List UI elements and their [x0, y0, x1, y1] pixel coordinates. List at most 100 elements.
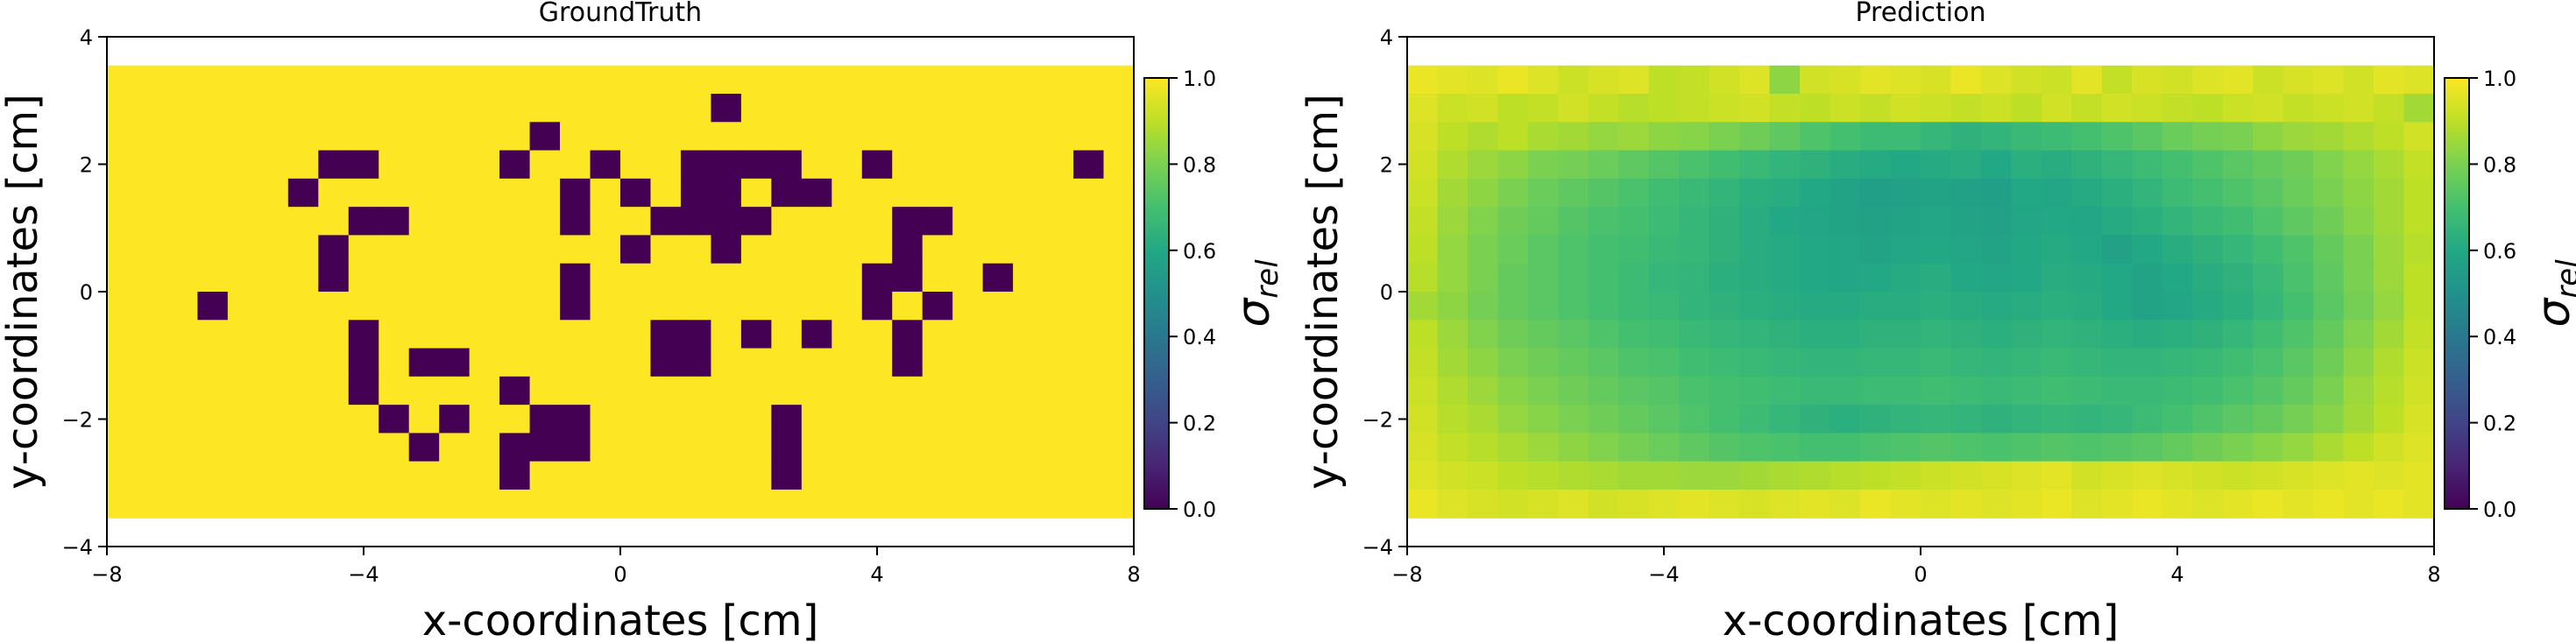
- heatmap-cell: [2101, 320, 2133, 349]
- heatmap-cell: [529, 348, 561, 377]
- heatmap-cell: [560, 348, 591, 377]
- heatmap-cell: [590, 376, 621, 406]
- heatmap-cell: [1860, 405, 1892, 434]
- heatmap-cell: [1679, 348, 1710, 377]
- heatmap-cell: [1527, 461, 1559, 490]
- heatmap-cell: [1103, 94, 1135, 123]
- heatmap-cell: [620, 150, 652, 180]
- heatmap-cell: [1890, 489, 1921, 519]
- heatmap-cell: [1800, 405, 1831, 434]
- heatmap-cell: [1829, 320, 1861, 349]
- heatmap-cell: [1921, 94, 1952, 123]
- heatmap-cell: [2343, 150, 2374, 180]
- heatmap-cell: [892, 122, 924, 152]
- heatmap-cell: [982, 94, 1014, 123]
- heatmap-cell: [2403, 207, 2435, 236]
- heatmap-cell: [861, 122, 893, 152]
- heatmap-cell: [711, 405, 742, 434]
- heatmap-cell: [1013, 461, 1044, 490]
- heatmap-cell: [2041, 235, 2072, 265]
- heatmap-cell: [2222, 122, 2254, 152]
- heatmap-cell: [771, 405, 803, 434]
- heatmap-cell: [2132, 235, 2163, 265]
- colorbar-tick-label: 1.0: [2483, 67, 2516, 91]
- heatmap-cell: [227, 235, 258, 265]
- heatmap-cell: [2162, 150, 2193, 180]
- heatmap-cell: [1043, 150, 1074, 180]
- heatmap-cell: [590, 235, 621, 265]
- heatmap-cell: [1800, 207, 1831, 236]
- heatmap-cell: [408, 207, 440, 236]
- heatmap-cell: [2343, 405, 2374, 434]
- heatmap-cell: [1558, 376, 1589, 406]
- heatmap-cell: [1709, 150, 1740, 180]
- heatmap-cell: [922, 348, 953, 377]
- heatmap-cell: [318, 405, 350, 434]
- heatmap-cell: [1558, 235, 1589, 265]
- heatmap-cell: [2071, 94, 2103, 123]
- heatmap-cell: [1739, 150, 1771, 180]
- heatmap-cell: [1950, 207, 1982, 236]
- heatmap-cell: [982, 433, 1014, 462]
- heatmap-cell: [590, 348, 621, 377]
- heatmap-cell: [197, 461, 229, 490]
- heatmap-cell: [1073, 150, 1105, 180]
- heatmap-cell: [771, 207, 803, 236]
- heatmap-cell: [2101, 65, 2133, 95]
- heatmap-cell: [227, 433, 258, 462]
- heatmap-cell: [1437, 348, 1468, 377]
- heatmap-cell: [711, 94, 742, 123]
- heatmap-cell: [2192, 65, 2224, 95]
- heatmap-cell: [1921, 235, 1952, 265]
- heatmap-cell: [801, 207, 832, 236]
- heatmap-cell: [1103, 405, 1135, 434]
- heatmap-cell: [2282, 122, 2314, 152]
- heatmap-cell: [439, 376, 471, 406]
- x-tick-label: 8: [1127, 562, 1140, 587]
- heatmap-cell: [1618, 263, 1650, 293]
- heatmap-cell: [982, 376, 1014, 406]
- heatmap-cell: [2162, 433, 2193, 462]
- y-axis-ticks: −4 −2 0 2 4: [1362, 25, 1407, 560]
- heatmap-cell: [832, 461, 863, 490]
- heatmap-cell: [197, 348, 229, 377]
- heatmap-cell: [258, 94, 289, 123]
- heatmap-cell: [1980, 263, 2013, 293]
- heatmap-cell: [1013, 292, 1044, 321]
- heatmap-cell: [1103, 263, 1135, 293]
- heatmap-cell: [197, 178, 229, 208]
- heatmap-cell: [439, 178, 471, 208]
- heatmap-cell: [1588, 433, 1619, 462]
- heatmap-cell: [1073, 348, 1105, 377]
- heatmap-cell: [2101, 461, 2133, 490]
- heatmap-cell: [952, 348, 984, 377]
- heatmap-cell: [1407, 65, 1439, 95]
- heatmap-cell: [166, 178, 199, 208]
- heatmap-cell: [1558, 65, 1589, 95]
- x-tick-label: −4: [1648, 562, 1679, 587]
- y-axis-ticks: −4 −2 0 2 4: [62, 25, 107, 560]
- heatmap-cell: [2313, 235, 2345, 265]
- heatmap-cell: [2253, 348, 2284, 377]
- heatmap-cell: [892, 94, 924, 123]
- heatmap-cell: [1829, 292, 1861, 321]
- heatmap-cell: [2011, 207, 2042, 236]
- heatmap-cell: [771, 150, 803, 180]
- heatmap-cell: [1921, 433, 1952, 462]
- heatmap-cell: [529, 320, 561, 349]
- heatmap-cell: [832, 150, 863, 180]
- heatmap-cell: [2101, 178, 2133, 208]
- heatmap-cell: [590, 65, 621, 95]
- heatmap-cell: [1437, 376, 1468, 406]
- heatmap-cell: [287, 65, 319, 95]
- heatmap-cell: [2222, 235, 2254, 265]
- heatmap-cell: [892, 235, 924, 265]
- heatmap-cell: [2162, 207, 2193, 236]
- heatmap-cell: [1829, 122, 1861, 152]
- heatmap-cell: [2162, 348, 2193, 377]
- heatmap-cell: [1648, 489, 1680, 519]
- heatmap-cell: [107, 320, 138, 349]
- heatmap-cell: [2403, 94, 2435, 123]
- heatmap-cell: [1648, 405, 1680, 434]
- heatmap-cell: [680, 292, 712, 321]
